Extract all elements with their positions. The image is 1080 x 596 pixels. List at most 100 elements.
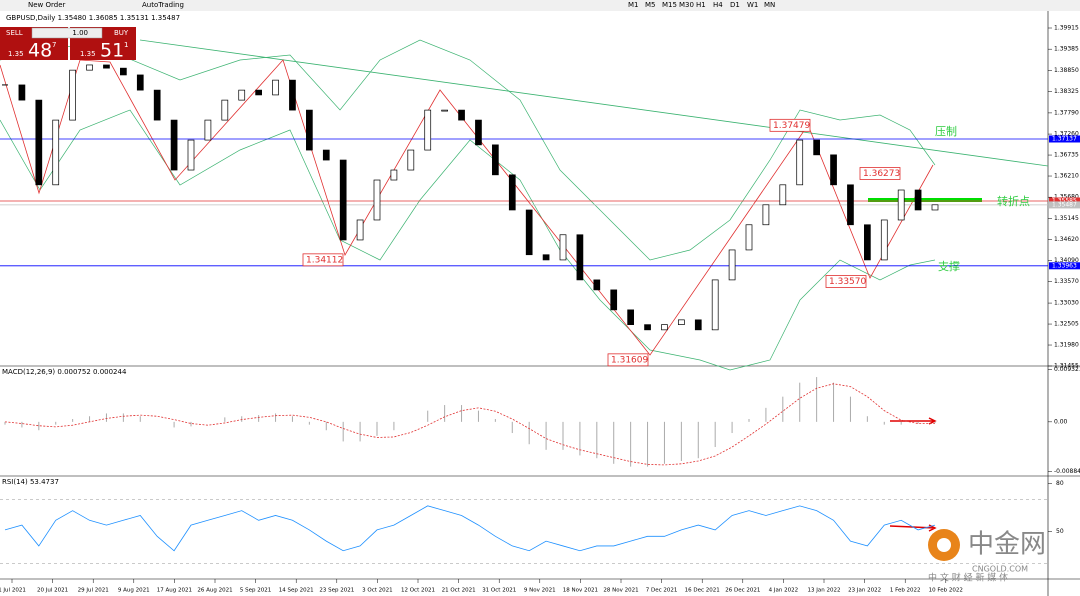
bollinger-lower xyxy=(0,109,936,371)
timeframe-button[interactable]: MN xyxy=(764,1,775,9)
candle xyxy=(914,189,922,211)
candle xyxy=(762,204,770,226)
chart-title: GBPUSD,Daily 1.35480 1.36085 1.35131 1.3… xyxy=(6,14,180,22)
timeframe-button[interactable]: M5 xyxy=(645,1,656,9)
level-tag xyxy=(1049,201,1080,209)
timeframe-button[interactable]: D1 xyxy=(730,1,740,9)
level-tag xyxy=(1049,135,1080,143)
price-annotation-box xyxy=(302,253,344,267)
y-tick-label: 1.37260 xyxy=(1054,131,1079,138)
candle xyxy=(272,79,279,96)
candle xyxy=(492,144,499,176)
y-tick-label: 0.009321 xyxy=(1054,366,1080,373)
candle xyxy=(407,149,415,171)
level-tag xyxy=(1049,262,1080,270)
watermark-site: CNGOLD.COM xyxy=(972,565,1028,574)
x-tick-label: 10 Feb 2022 xyxy=(929,588,963,594)
x-tick-label: 1 Jul 2021 xyxy=(0,588,26,594)
x-tick-label: 20 Jul 2021 xyxy=(37,588,68,594)
sell-price-prefix: 1.35 xyxy=(8,50,24,58)
macd-label: MACD(12,26,9) 0.000752 0.000244 xyxy=(2,368,127,376)
candle xyxy=(678,319,685,325)
x-tick-label: 16 Dec 2021 xyxy=(685,588,720,594)
candle xyxy=(931,204,939,211)
candle xyxy=(644,324,651,331)
watermark-brand: 中金网 xyxy=(968,530,1046,560)
x-tick-label: 3 Oct 2021 xyxy=(362,588,393,594)
candle xyxy=(322,149,330,161)
candle xyxy=(880,219,888,261)
lot-size[interactable]: 1.00 xyxy=(72,29,88,37)
timeframe-button[interactable]: M15 xyxy=(662,1,677,9)
y-tick-label: 1.38325 xyxy=(1054,88,1079,95)
macd-arrow xyxy=(890,417,937,425)
candle xyxy=(424,109,432,151)
price-annotation: 1.31609 xyxy=(611,355,648,365)
x-tick-label: 23 Jan 2022 xyxy=(848,588,881,594)
x-tick-label: 31 Oct 2021 xyxy=(482,588,516,594)
candle xyxy=(694,319,702,331)
note: 支撑 xyxy=(938,259,960,273)
candle xyxy=(103,64,110,69)
y-tick-label: 1.36210 xyxy=(1054,173,1079,180)
y-tick-label: 1.35680 xyxy=(1054,194,1079,201)
timeframe-button[interactable]: M1 xyxy=(628,1,639,9)
x-tick-label: 23 Sep 2021 xyxy=(319,588,354,594)
timeframe-button[interactable]: W1 xyxy=(747,1,758,9)
candle xyxy=(610,289,618,311)
candle xyxy=(864,224,871,261)
candle xyxy=(728,249,736,281)
price-annotation: 1.37479 xyxy=(773,121,810,131)
candle xyxy=(830,154,837,186)
price-annotation-box xyxy=(769,118,811,132)
candle xyxy=(356,219,364,241)
candle xyxy=(542,254,550,261)
candle xyxy=(120,67,127,76)
price-annotation-box xyxy=(859,167,901,180)
timeframe-button[interactable]: H1 xyxy=(696,1,706,9)
candle xyxy=(779,184,787,206)
y-tick-label: 1.34090 xyxy=(1054,257,1079,264)
x-tick-label: 21 Oct 2021 xyxy=(442,588,476,594)
autotrading-button[interactable]: AutoTrading xyxy=(142,1,184,9)
y-tick-label: 1.39915 xyxy=(1054,25,1079,32)
y-tick-label: 1.37790 xyxy=(1054,109,1079,116)
buy-price-small: 1 xyxy=(124,41,128,49)
x-tick-label: 17 Aug 2021 xyxy=(157,588,192,594)
candle xyxy=(441,109,448,112)
price-annotation-box xyxy=(825,275,867,288)
x-tick-label: 18 Nov 2021 xyxy=(563,588,598,594)
x-tick-label: 9 Aug 2021 xyxy=(118,588,150,594)
x-tick-label: 5 Sep 2021 xyxy=(240,588,271,594)
lot-input[interactable] xyxy=(31,27,103,39)
level-tag xyxy=(1049,197,1080,205)
candle xyxy=(897,189,905,221)
candle xyxy=(221,99,229,121)
sell-button[interactable]: SELL xyxy=(6,29,23,37)
candle xyxy=(339,159,347,241)
candle xyxy=(238,89,246,101)
timeframe-button[interactable]: H4 xyxy=(713,1,723,9)
candle xyxy=(86,64,93,71)
candle xyxy=(204,119,212,141)
toolbar xyxy=(0,0,1080,11)
y-tick-label: 1.35145 xyxy=(1054,215,1079,222)
level-label: 1.35585 xyxy=(1052,197,1077,204)
candle xyxy=(847,184,854,226)
x-tick-label: 1 Feb 2022 xyxy=(890,588,921,594)
buy-price-prefix: 1.35 xyxy=(80,50,96,58)
x-tick-label: 7 Dec 2021 xyxy=(646,588,678,594)
watermark-slogan: 中 文 财 经 新 媒 体 xyxy=(928,572,1008,584)
timeframe-button[interactable]: M30 xyxy=(679,1,694,9)
candle xyxy=(475,119,482,146)
candle xyxy=(559,234,567,261)
new-order-button[interactable]: New Order xyxy=(28,1,66,9)
candle xyxy=(373,179,381,221)
y-tick-label: 0.00 xyxy=(1054,418,1068,425)
x-tick-label: 29 Jul 2021 xyxy=(78,588,109,594)
candle xyxy=(153,89,161,121)
note: 压制 xyxy=(935,125,957,138)
buy-button[interactable]: BUY xyxy=(114,29,129,37)
